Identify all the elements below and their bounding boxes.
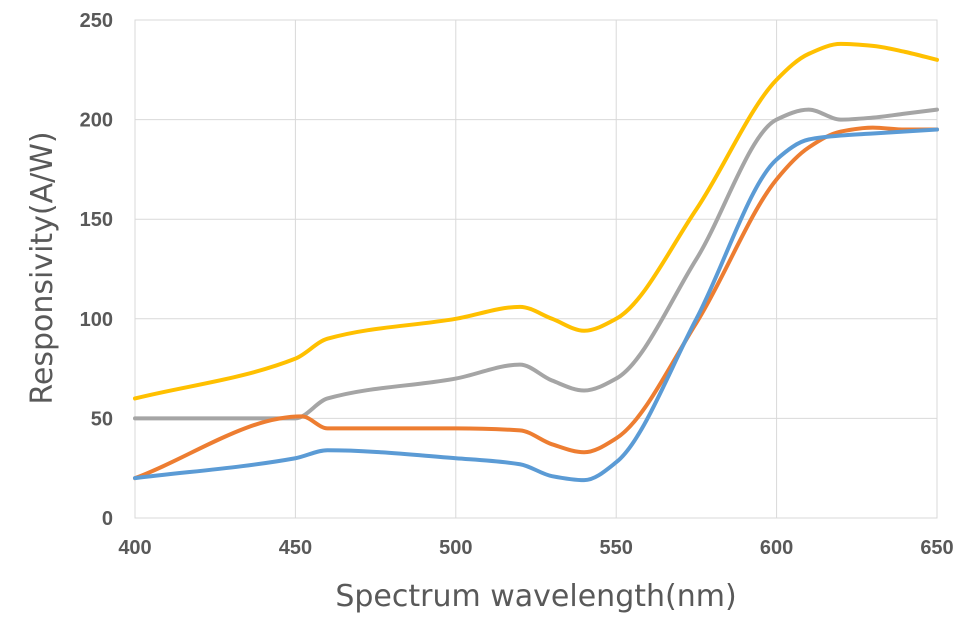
series-layer — [133, 41, 939, 483]
grid — [134, 19, 938, 519]
y-tick-label: 0 — [102, 508, 113, 530]
x-tick-label: 650 — [920, 537, 953, 559]
x-axis-title: Spectrum wavelength(nm) — [335, 579, 736, 614]
x-tick-label: 500 — [439, 537, 472, 559]
series-line-1 — [133, 41, 939, 401]
y-tick-label: 100 — [80, 309, 113, 331]
y-tick-label: 250 — [80, 10, 113, 32]
y-axis-title: Responsivity(A/W) — [25, 131, 60, 404]
x-tick-label: 600 — [760, 537, 793, 559]
series-line-4 — [133, 127, 939, 483]
tick-labels: 0 50 100 150 200 250 400 450 500 550 600 650 — [80, 10, 954, 559]
x-tick-label: 400 — [118, 537, 151, 559]
y-tick-label: 50 — [91, 408, 113, 430]
y-tick-label: 200 — [80, 110, 113, 132]
series-line-3 — [133, 125, 939, 481]
series-line-2 — [133, 107, 939, 421]
y-tick-label: 150 — [80, 209, 113, 231]
x-tick-label: 550 — [600, 537, 633, 559]
plot-area — [134, 19, 938, 519]
x-tick-label: 450 — [279, 537, 312, 559]
